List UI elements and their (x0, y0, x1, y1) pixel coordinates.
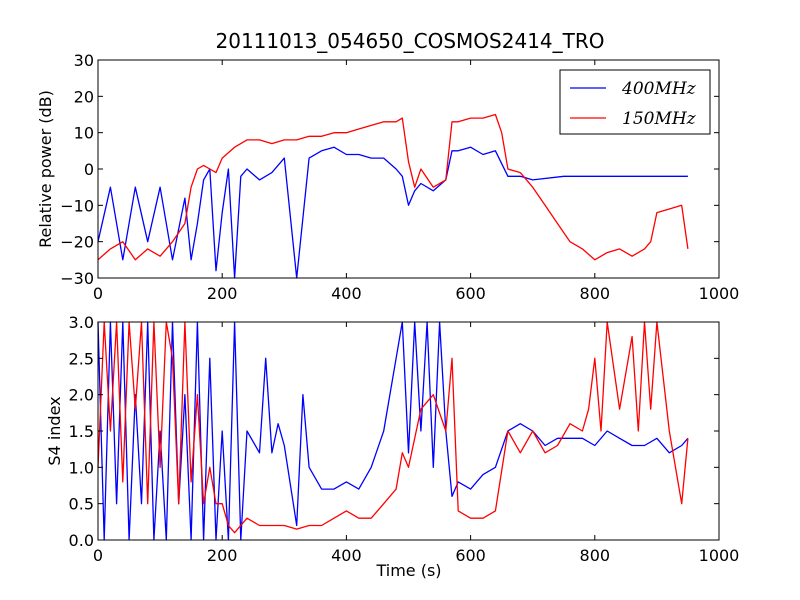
legend-label-400mhz: 400MHz (621, 79, 697, 99)
figure-title: 20111013_054650_COSMOS2414_TRO (216, 29, 605, 53)
s4-index-ytick-label: 1.5 (69, 422, 94, 441)
s4-index-ytick-label: 3.0 (69, 313, 94, 332)
relative-power-ytick-label: 10 (74, 124, 94, 143)
s4-index-ylabel: S4 index (45, 396, 64, 465)
relative-power-ytick-label: 20 (74, 87, 94, 106)
s4-index-ytick-label: 0.0 (69, 531, 94, 550)
relative-power-ytick-label: −20 (60, 233, 94, 252)
relative-power-xtick-label: 800 (580, 284, 611, 303)
s4-index-ytick-label: 2.5 (69, 349, 94, 368)
s4-index-xtick-label: 400 (331, 546, 362, 565)
s4-index-ticks: 0 200 400 600 800 1000 0.0 0.5 1.0 1.5 2.0 2.5 3.0 (69, 313, 740, 565)
relative-power-ytick-label: 30 (74, 51, 94, 70)
s4-index-line-150mhz (97, 321, 689, 534)
relative-power-xtick-label: 400 (331, 284, 362, 303)
relative-power-ytick-label: 0 (84, 160, 94, 179)
s4-index-ytick-label: 0.5 (69, 495, 94, 514)
relative-power-xtick-label: 0 (93, 284, 103, 303)
s4-index-xtick-label: 200 (207, 546, 238, 565)
relative-power-line-400mhz (97, 146, 688, 279)
relative-power-series-group (97, 113, 689, 279)
s4-index-ytick-label: 1.0 (69, 458, 94, 477)
relative-power-line-150mhz (97, 113, 689, 261)
relative-power-ytick-label: −10 (60, 196, 94, 215)
time-xlabel: Time (s) (375, 561, 441, 580)
relative-power-xtick-label: 1000 (699, 284, 740, 303)
s4-index-xtick-label: 0 (93, 546, 103, 565)
legend: 400MHz 150MHz (559, 69, 711, 135)
s4-index-series-group (97, 321, 689, 541)
s4-index-xtick-label: 600 (455, 546, 486, 565)
legend-box (559, 69, 711, 135)
s4-index-xtick-label: 800 (580, 546, 611, 565)
s4-index-xtick-label: 1000 (699, 546, 740, 565)
s4-index-ytick-label: 2.0 (69, 386, 94, 405)
relative-power-xtick-label: 200 (207, 284, 238, 303)
relative-power-ylabel: Relative power (dB) (36, 90, 55, 248)
relative-power-ticks: 0 200 400 600 800 1000 −30 −20 −10 0 10 20 30 (60, 51, 739, 303)
legend-label-150mhz: 150MHz (622, 109, 697, 129)
s4-index-line-400mhz (97, 321, 689, 541)
relative-power-panel: 0 200 400 600 800 1000 −30 −20 −10 0 10 20 30 Relati… (36, 51, 739, 303)
relative-power-ytick-label: −30 (60, 269, 94, 288)
relative-power-xtick-label: 600 (455, 284, 486, 303)
s4-index-panel: 0 200 400 600 800 1000 0.0 0.5 1.0 1.5 2.0 2.5 3.0 S… (45, 313, 739, 580)
